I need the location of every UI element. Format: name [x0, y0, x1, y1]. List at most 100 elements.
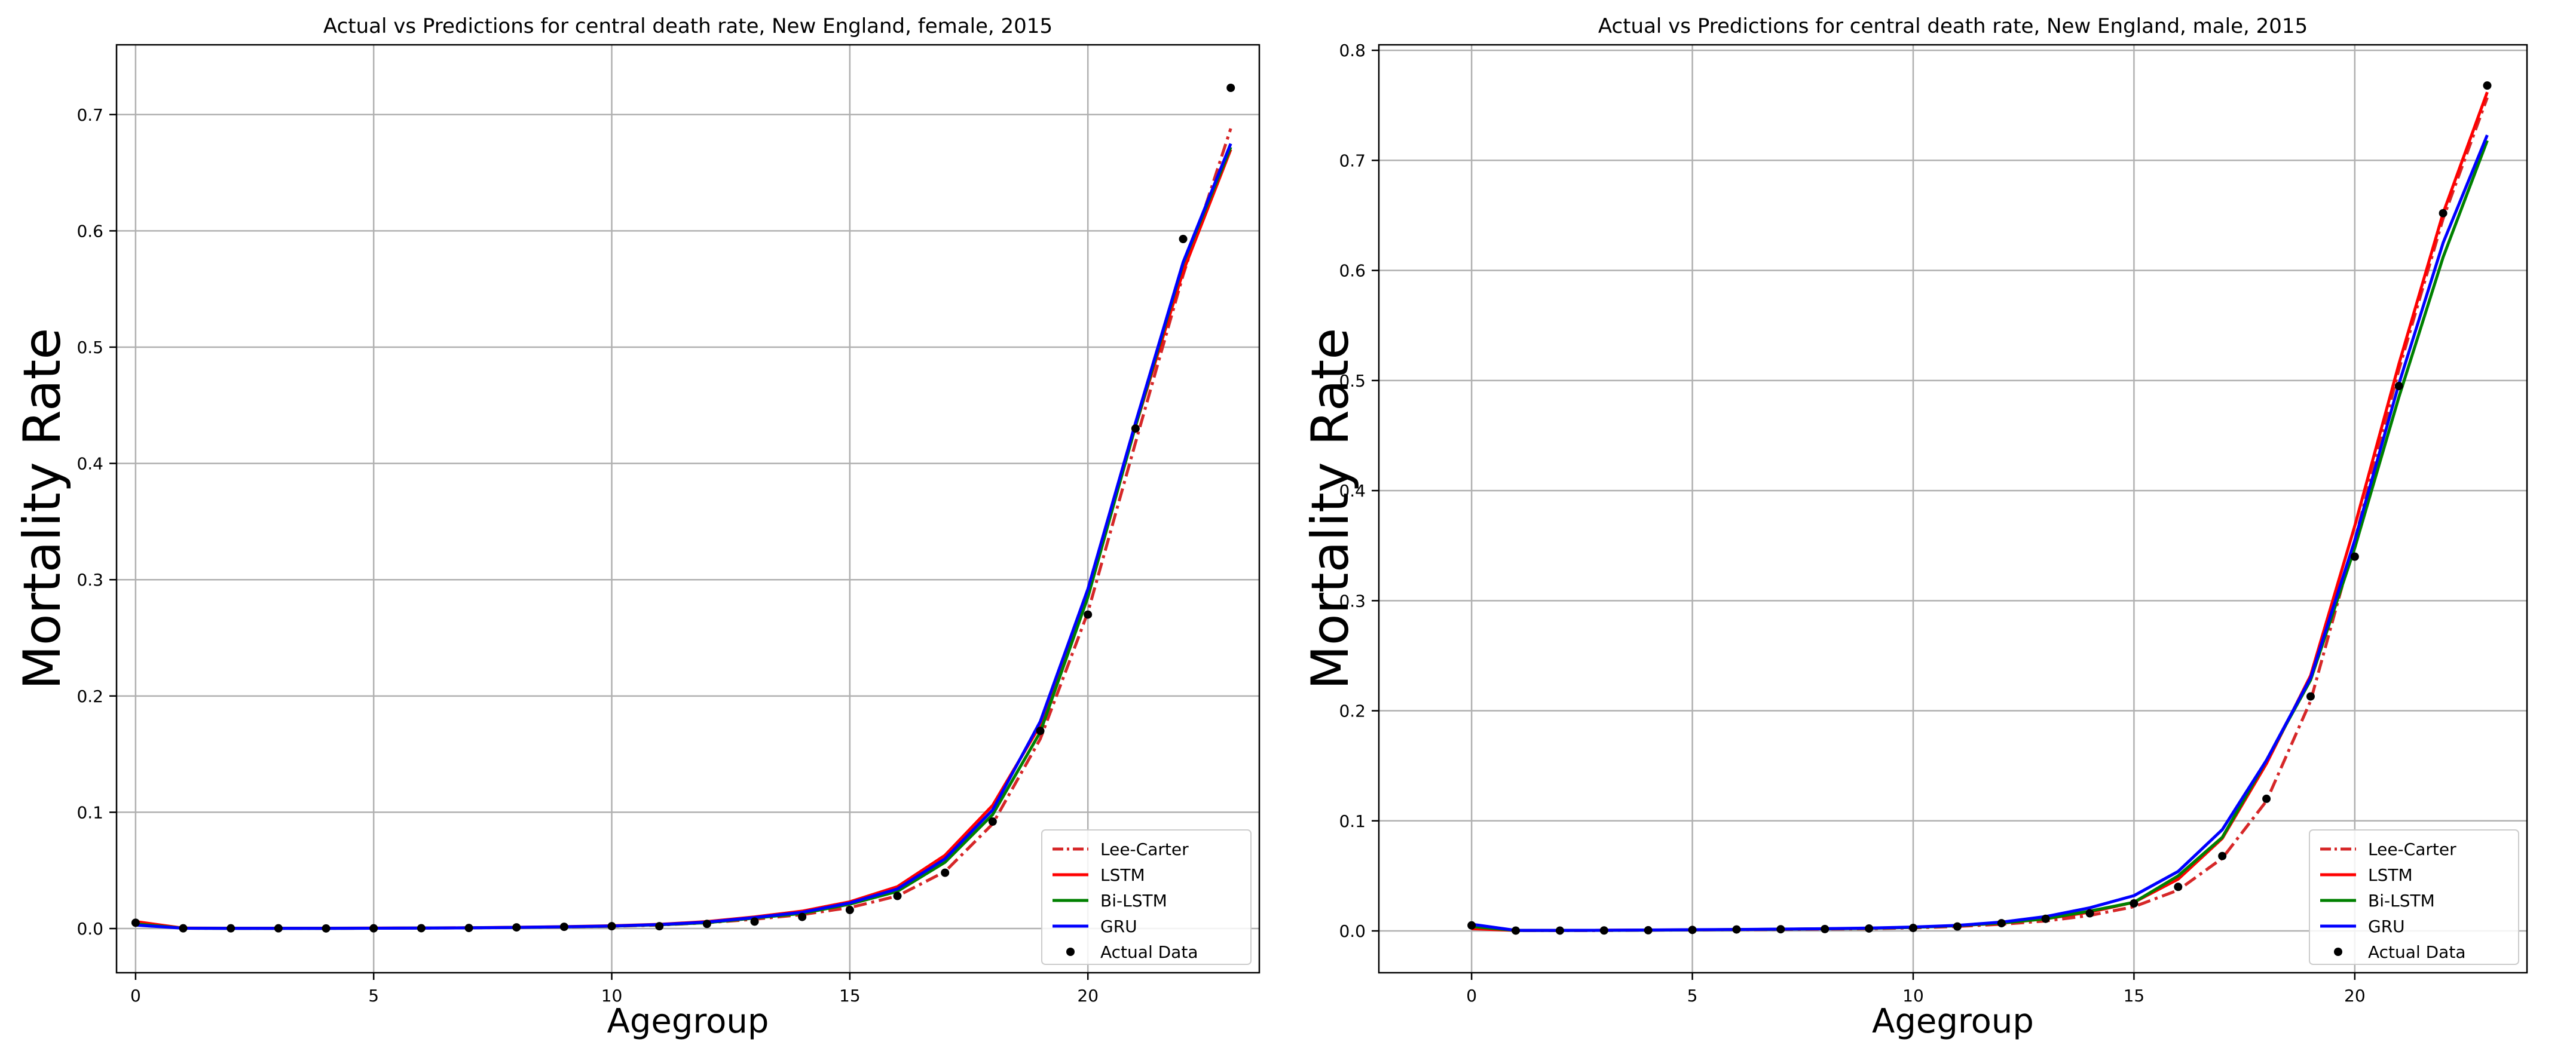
legend-label: Lee-Carter — [1100, 839, 1189, 859]
actual-data-point — [322, 924, 331, 933]
actual-data-point — [1555, 926, 1564, 935]
legend-label: Lee-Carter — [2368, 839, 2456, 859]
y-tick-label: 0.7 — [1339, 151, 1366, 170]
actual-data-point — [2041, 914, 2050, 923]
series-line-bi-lstm — [1471, 140, 2489, 932]
y-axis-label: Mortality Rate — [13, 328, 72, 690]
chart-right: Actual vs Predictions for central death … — [1288, 0, 2576, 1051]
actual-data-point — [559, 923, 568, 932]
actual-data-point — [274, 924, 283, 933]
actual-data-point — [702, 920, 711, 929]
legend-label: LSTM — [2368, 865, 2413, 885]
x-axis-label: Agegroup — [1872, 1002, 2034, 1041]
chart-title-left: Actual vs Predictions for central death … — [323, 14, 1053, 38]
actual-data-point — [1226, 84, 1235, 93]
actual-data-point — [1512, 926, 1520, 935]
actual-data-point — [417, 924, 426, 933]
actual-data-point — [798, 912, 807, 921]
y-axis-label: Mortality Rate — [1301, 328, 1360, 690]
legend-label: LSTM — [1100, 865, 1145, 885]
legend-box — [1041, 829, 1252, 965]
x-tick-label: 0 — [1466, 986, 1477, 1006]
actual-data-point — [2483, 81, 2492, 90]
actual-data-point — [131, 918, 140, 927]
series-line-gru — [135, 143, 1232, 930]
actual-data-point — [2439, 209, 2447, 217]
actual-data-point — [2306, 692, 2315, 701]
actual-data-point — [2085, 909, 2094, 918]
y-tick-label: 0.2 — [1339, 701, 1366, 721]
legend-box — [2309, 829, 2519, 965]
actual-data-point — [845, 905, 854, 914]
actual-data-point — [893, 891, 902, 900]
actual-data-point — [512, 923, 521, 932]
y-tick-label: 0.5 — [77, 338, 103, 357]
actual-data-point — [1821, 924, 1829, 933]
y-tick-label: 0.0 — [1339, 921, 1366, 941]
legend-right: Lee-Carter LSTM Bi-LSTM GRU Actual Data — [2309, 829, 2519, 965]
legend-label: Actual Data — [1100, 942, 1198, 962]
actual-data-point — [607, 922, 616, 931]
legend-label: GRU — [2368, 917, 2405, 936]
actual-data-point — [2174, 883, 2183, 891]
y-tick-label: 0.5 — [1339, 371, 1366, 391]
x-axis-label: Agegroup — [607, 1002, 769, 1041]
series-group-left — [131, 84, 1235, 933]
y-tick-label: 0.0 — [77, 919, 103, 939]
actual-data-point — [1732, 925, 1741, 934]
actual-data-point — [1865, 924, 1874, 933]
actual-data-point — [1776, 925, 1785, 934]
actual-data-point — [1084, 610, 1093, 619]
actual-data-point — [1131, 424, 1140, 433]
chart-left-svg: Actual vs Predictions for central death … — [13, 14, 1261, 1041]
x-tick-label: 5 — [368, 986, 379, 1006]
series-line-gru — [1471, 134, 2489, 932]
series-line-lee-carter — [135, 128, 1232, 930]
x-tick-label: 0 — [130, 986, 141, 1006]
actual-data-point — [750, 917, 759, 926]
actual-data-point — [2262, 794, 2271, 803]
series-group-right — [1467, 81, 2492, 935]
legend-left: Lee-Carter LSTM Bi-LSTM GRU Actual Data — [1041, 829, 1252, 965]
y-tick-label: 0.7 — [77, 105, 103, 125]
series-line-lstm — [135, 149, 1232, 930]
actual-data-point — [1997, 919, 2006, 928]
y-tick-label: 0.3 — [1339, 591, 1366, 611]
actual-data-point — [655, 922, 664, 931]
chart-left: Actual vs Predictions for central death … — [13, 14, 1261, 1041]
legend-marker — [2334, 948, 2342, 956]
actual-data-point — [2130, 899, 2138, 908]
chart-title-right: Actual vs Predictions for central death … — [1598, 14, 2308, 38]
actual-data-point — [227, 924, 235, 933]
y-tick-label: 0.8 — [1339, 41, 1366, 60]
actual-data-point — [2218, 851, 2227, 860]
series-line-lee-carter — [1471, 97, 2489, 932]
actual-data-point — [1179, 235, 1188, 244]
plot-frame-right — [1378, 44, 2528, 974]
y-tick-label: 0.1 — [77, 802, 103, 822]
legend-label: Bi-LSTM — [2368, 891, 2435, 911]
x-tick-label: 10 — [601, 986, 623, 1006]
legend-marker — [1066, 948, 1075, 956]
legend-label: GRU — [1100, 917, 1137, 936]
legend-label: Actual Data — [2368, 942, 2465, 962]
actual-data-point — [1953, 922, 1962, 931]
x-tick-label: 15 — [839, 986, 861, 1006]
y-tick-label: 0.4 — [77, 454, 103, 474]
chart-right-svg: Actual vs Predictions for central death … — [1301, 14, 2528, 1041]
actual-data-point — [2394, 382, 2403, 391]
y-tick-label: 0.4 — [1339, 481, 1366, 501]
actual-data-point — [2350, 552, 2359, 561]
y-tick-label: 0.2 — [77, 687, 103, 706]
actual-data-point — [1644, 926, 1653, 934]
legend-label: Bi-LSTM — [1100, 891, 1167, 911]
y-tick-label: 0.6 — [1339, 261, 1366, 281]
x-tick-label: 20 — [1077, 986, 1099, 1006]
actual-data-point — [1688, 926, 1697, 934]
series-line-bi-lstm — [135, 146, 1232, 930]
y-tick-label: 0.1 — [1339, 811, 1366, 831]
actual-data-point — [1909, 924, 1918, 933]
actual-data-point — [1036, 727, 1045, 736]
x-tick-label: 5 — [1687, 986, 1698, 1006]
actual-data-point — [1599, 926, 1608, 935]
